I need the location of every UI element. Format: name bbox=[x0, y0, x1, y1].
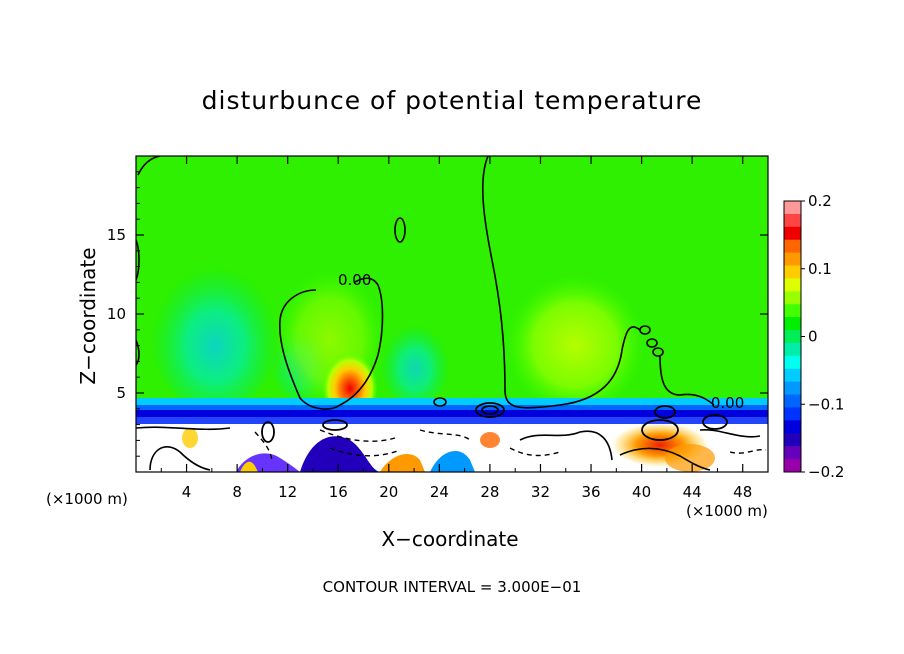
colorbar-swatch bbox=[784, 433, 801, 447]
colorbar-swatch bbox=[784, 330, 801, 344]
colorbar-swatch bbox=[784, 291, 801, 305]
x-tick-label: 28 bbox=[480, 483, 499, 501]
x-tick-label: 48 bbox=[733, 483, 752, 501]
x-unit-label-left: (×1000 m) bbox=[46, 490, 128, 508]
colorbar-swatch bbox=[784, 239, 801, 254]
x-tick-label: 40 bbox=[632, 483, 651, 501]
colorbar-tick-label: −0.1 bbox=[808, 395, 844, 413]
x-tick-label: 44 bbox=[683, 483, 702, 501]
colorbar-swatch bbox=[784, 304, 801, 318]
colorbar-swatch bbox=[784, 459, 801, 473]
contour-interval-note: CONTOUR INTERVAL = 3.000E−01 bbox=[322, 578, 582, 596]
colorbar-tick-label: −0.2 bbox=[808, 463, 844, 481]
x-tick-label: 20 bbox=[379, 483, 398, 501]
x-tick-label: 8 bbox=[232, 483, 242, 501]
colorbar-swatch bbox=[784, 278, 801, 292]
y-axis-ticks: 5 10 15 bbox=[107, 171, 768, 457]
y-tick-label: 5 bbox=[116, 384, 126, 402]
y-tick-label: 10 bbox=[107, 305, 126, 323]
x-axis-label: X−coordinate bbox=[381, 527, 519, 551]
colorbar-tick-label: 0.1 bbox=[808, 260, 832, 278]
colorbar-swatch bbox=[784, 394, 801, 408]
colorbar-swatch bbox=[784, 201, 801, 215]
x-tick-label: 24 bbox=[430, 483, 449, 501]
colorbar-swatch bbox=[784, 407, 801, 421]
x-axis-ticks: 4 8 12 16 20 24 28 32 36 40 44 48 bbox=[160, 156, 752, 501]
colorbar-swatch bbox=[784, 226, 801, 241]
colorbar-swatch bbox=[784, 317, 801, 331]
colorbar-swatch bbox=[784, 381, 801, 396]
colorbar-swatch bbox=[784, 355, 801, 370]
contour-labels: 0.00 0.00 bbox=[338, 271, 744, 412]
x-tick-label: 12 bbox=[278, 483, 297, 501]
x-tick-label: 36 bbox=[581, 483, 600, 501]
colorbar: 0.2 0.1 0 −0.1 −0.2 bbox=[783, 192, 844, 481]
colorbar-swatch bbox=[784, 446, 801, 460]
chart-title: disturbunce of potential temperature bbox=[201, 86, 703, 115]
contour-label: 0.00 bbox=[711, 394, 744, 412]
colorbar-swatch bbox=[784, 342, 801, 357]
colorbar-swatch bbox=[784, 265, 801, 279]
colorbar-swatch bbox=[784, 213, 801, 228]
colorbar-swatch bbox=[784, 252, 801, 267]
x-unit-label-right: (×1000 m) bbox=[686, 502, 768, 520]
colorbar-tick-label: 0.2 bbox=[808, 192, 832, 210]
contour-label: 0.00 bbox=[338, 271, 371, 289]
x-tick-label: 32 bbox=[531, 483, 550, 501]
x-tick-label: 16 bbox=[329, 483, 348, 501]
x-tick-label: 4 bbox=[182, 483, 192, 501]
colorbar-swatch bbox=[784, 420, 801, 434]
colorbar-swatch bbox=[784, 368, 801, 383]
y-tick-label: 15 bbox=[107, 226, 126, 244]
colorbar-tick-label: 0 bbox=[808, 328, 818, 346]
temperature-field bbox=[136, 156, 768, 472]
